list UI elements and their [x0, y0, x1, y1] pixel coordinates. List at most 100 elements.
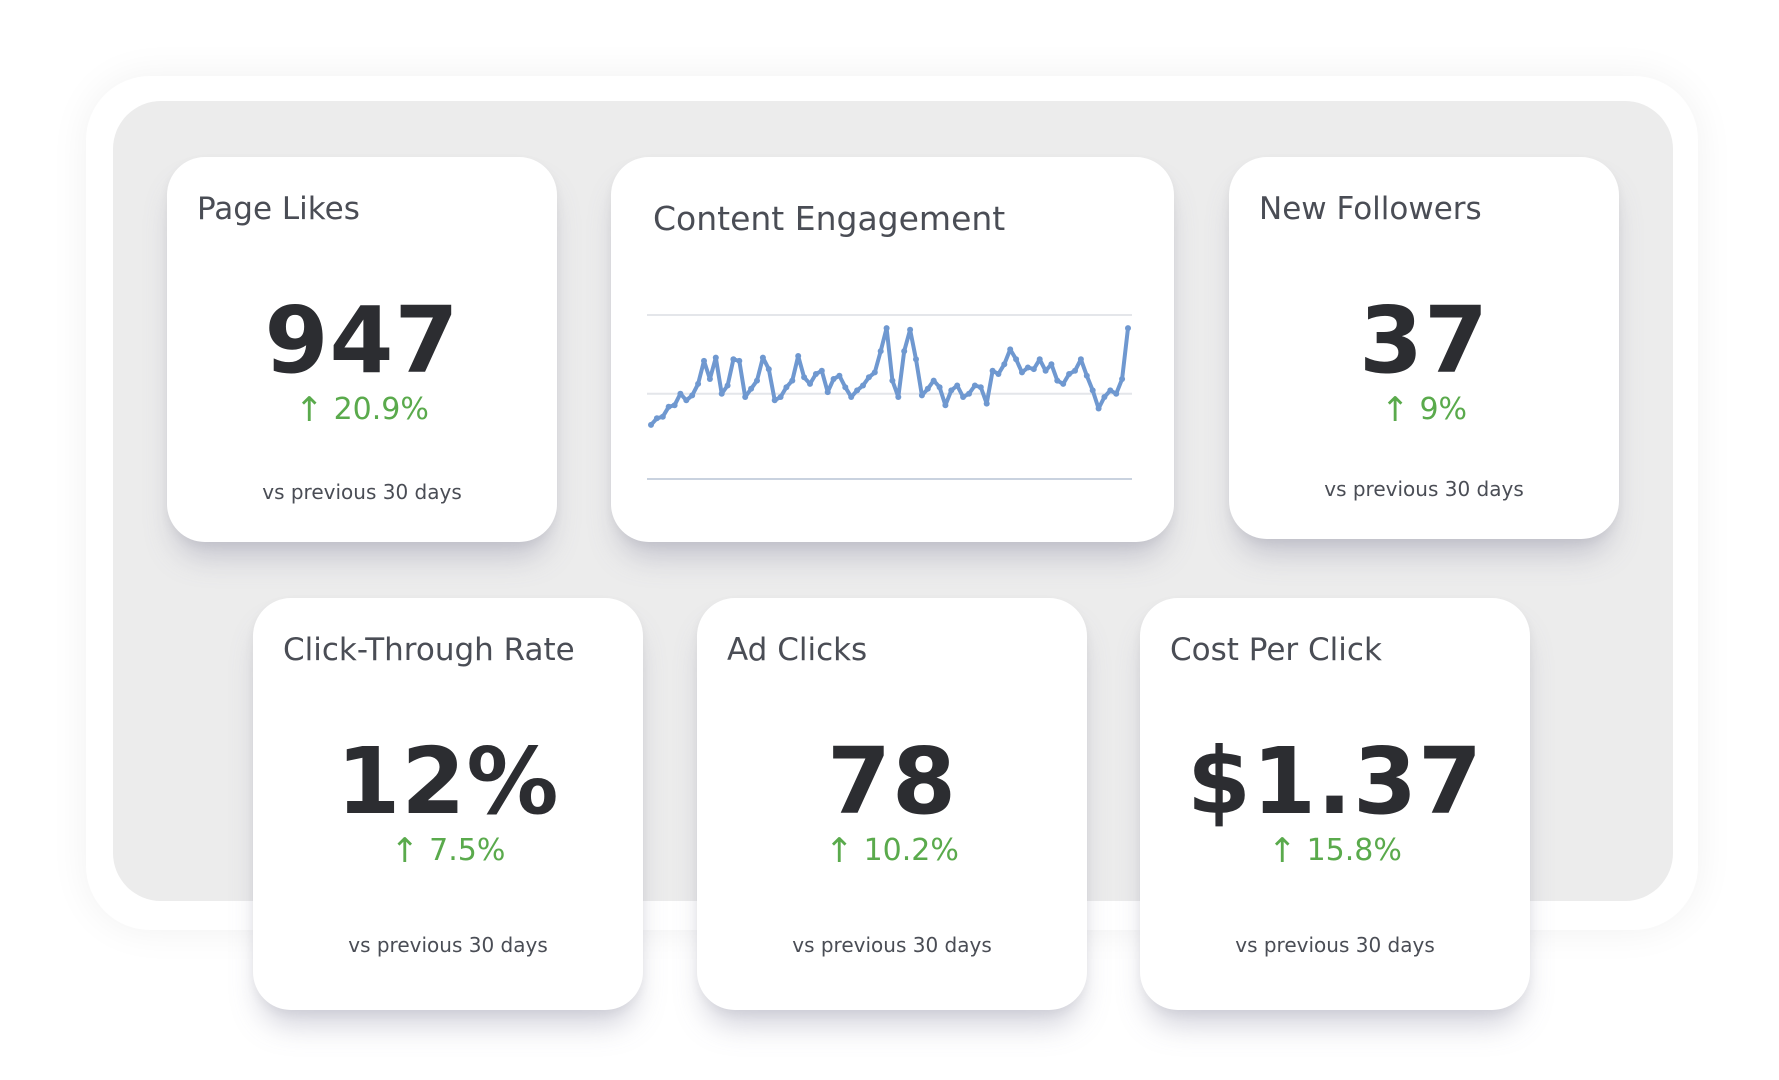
engagement-point	[777, 394, 784, 400]
engagement-point	[695, 380, 702, 387]
engagement-point	[1095, 405, 1102, 412]
engagement-point	[1101, 394, 1108, 400]
card-ad-clicks[interactable]: Ad Clicks 78 ↑ 10.2% vs previous 30 days	[697, 598, 1087, 1010]
engagement-point	[730, 356, 737, 363]
engagement-point	[671, 402, 678, 409]
engagement-point	[1054, 377, 1061, 384]
engagement-point	[795, 353, 802, 359]
card-click-through-rate[interactable]: Click-Through Rate 12% ↑ 7.5% vs previous…	[253, 598, 643, 1010]
engagement-point	[1089, 387, 1096, 394]
card-new-followers[interactable]: New Followers 37 ↑ 9% vs previous 30 days	[1229, 157, 1619, 539]
arrow-up-icon: ↑	[825, 831, 854, 871]
card-title: Cost Per Click	[1170, 632, 1382, 668]
engagement-point	[789, 377, 796, 384]
engagement-point	[1125, 325, 1131, 332]
engagement-point	[871, 369, 878, 376]
engagement-point	[995, 371, 1002, 377]
engagement-point	[807, 380, 813, 387]
engagement-point	[1113, 390, 1120, 397]
engagement-point	[706, 376, 713, 382]
engagement-point	[830, 376, 837, 382]
engagement-point	[1030, 366, 1037, 373]
engagement-point	[1048, 361, 1055, 368]
engagement-point	[942, 402, 949, 409]
engagement-point	[771, 397, 778, 404]
engagement-point	[966, 390, 972, 397]
change-value: 7.5%	[429, 833, 506, 868]
engagement-point	[848, 394, 855, 400]
card-title: Content Engagement	[653, 199, 1006, 238]
engagement-point	[907, 326, 914, 333]
engagement-point	[689, 392, 696, 399]
card-page-likes[interactable]: Page Likes 947 ↑ 20.9% vs previous 30 day…	[167, 157, 557, 542]
card-subtitle: vs previous 30 days	[1324, 477, 1524, 501]
engagement-point	[983, 400, 990, 407]
engagement-point	[748, 385, 755, 392]
engagement-point	[860, 382, 866, 389]
engagement-point	[648, 421, 654, 428]
engagement-point	[1107, 387, 1114, 394]
arrow-up-icon: ↑	[1380, 390, 1410, 430]
engagement-point	[736, 357, 743, 364]
card-subtitle: vs previous 30 days	[792, 933, 992, 957]
engagement-point	[836, 372, 843, 379]
engagement-point	[977, 384, 984, 391]
engagement-point	[812, 371, 819, 377]
engagement-point	[918, 392, 925, 399]
engagement-point	[801, 374, 808, 381]
engagement-series-line	[649, 326, 1130, 427]
engagement-point	[948, 387, 955, 394]
engagement-point	[1066, 371, 1073, 377]
engagement-point	[1072, 367, 1078, 374]
engagement-point	[1007, 346, 1014, 353]
engagement-point	[1024, 364, 1031, 371]
arrow-up-icon: ↑	[390, 831, 420, 871]
card-title: Click-Through Rate	[283, 632, 575, 668]
engagement-point	[877, 348, 884, 355]
engagement-point	[742, 394, 749, 400]
engagement-point	[889, 377, 896, 384]
engagement-point	[665, 403, 672, 410]
card-change: ↑ 7.5%	[253, 831, 643, 871]
engagement-point	[960, 394, 967, 400]
engagement-point	[818, 367, 825, 374]
engagement-point	[865, 374, 872, 381]
engagement-point	[1013, 356, 1020, 363]
engagement-point	[883, 325, 890, 332]
engagement-point	[936, 384, 943, 391]
engagement-point	[842, 384, 849, 391]
engagement-point	[1077, 356, 1084, 363]
engagement-point	[659, 413, 666, 420]
engagement-point	[712, 354, 719, 361]
engagement-point	[653, 415, 660, 422]
engagement-point	[954, 382, 961, 389]
card-value: $1.37	[1186, 728, 1483, 835]
engagement-point	[901, 348, 908, 355]
engagement-point	[854, 387, 861, 394]
engagement-point	[1019, 369, 1025, 376]
engagement-point	[1042, 367, 1049, 374]
engagement-point	[971, 382, 978, 389]
card-value: 12%	[336, 728, 560, 835]
card-subtitle: vs previous 30 days	[262, 480, 462, 504]
card-title: New Followers	[1259, 191, 1482, 227]
arrow-up-icon: ↑	[1268, 831, 1297, 871]
card-title: Ad Clicks	[727, 632, 868, 668]
change-value: 9%	[1419, 392, 1468, 427]
card-cost-per-click[interactable]: Cost Per Click $1.37 ↑ 15.8% vs previous …	[1140, 598, 1530, 1010]
change-value: 10.2%	[863, 833, 959, 868]
engagement-point	[1083, 372, 1090, 379]
card-change: ↑ 10.2%	[697, 831, 1087, 871]
engagement-point	[765, 366, 772, 373]
engagement-point	[924, 385, 931, 392]
card-change: ↑ 15.8%	[1140, 831, 1530, 871]
engagement-point	[1119, 376, 1126, 382]
card-subtitle: vs previous 30 days	[348, 933, 548, 957]
card-value: 947	[264, 287, 460, 394]
arrow-up-icon: ↑	[295, 390, 324, 430]
engagement-point	[701, 357, 707, 364]
engagement-point	[989, 367, 996, 374]
engagement-line-chart	[647, 314, 1132, 480]
card-content-engagement[interactable]: Content Engagement	[611, 157, 1174, 542]
change-value: 15.8%	[1306, 833, 1402, 868]
